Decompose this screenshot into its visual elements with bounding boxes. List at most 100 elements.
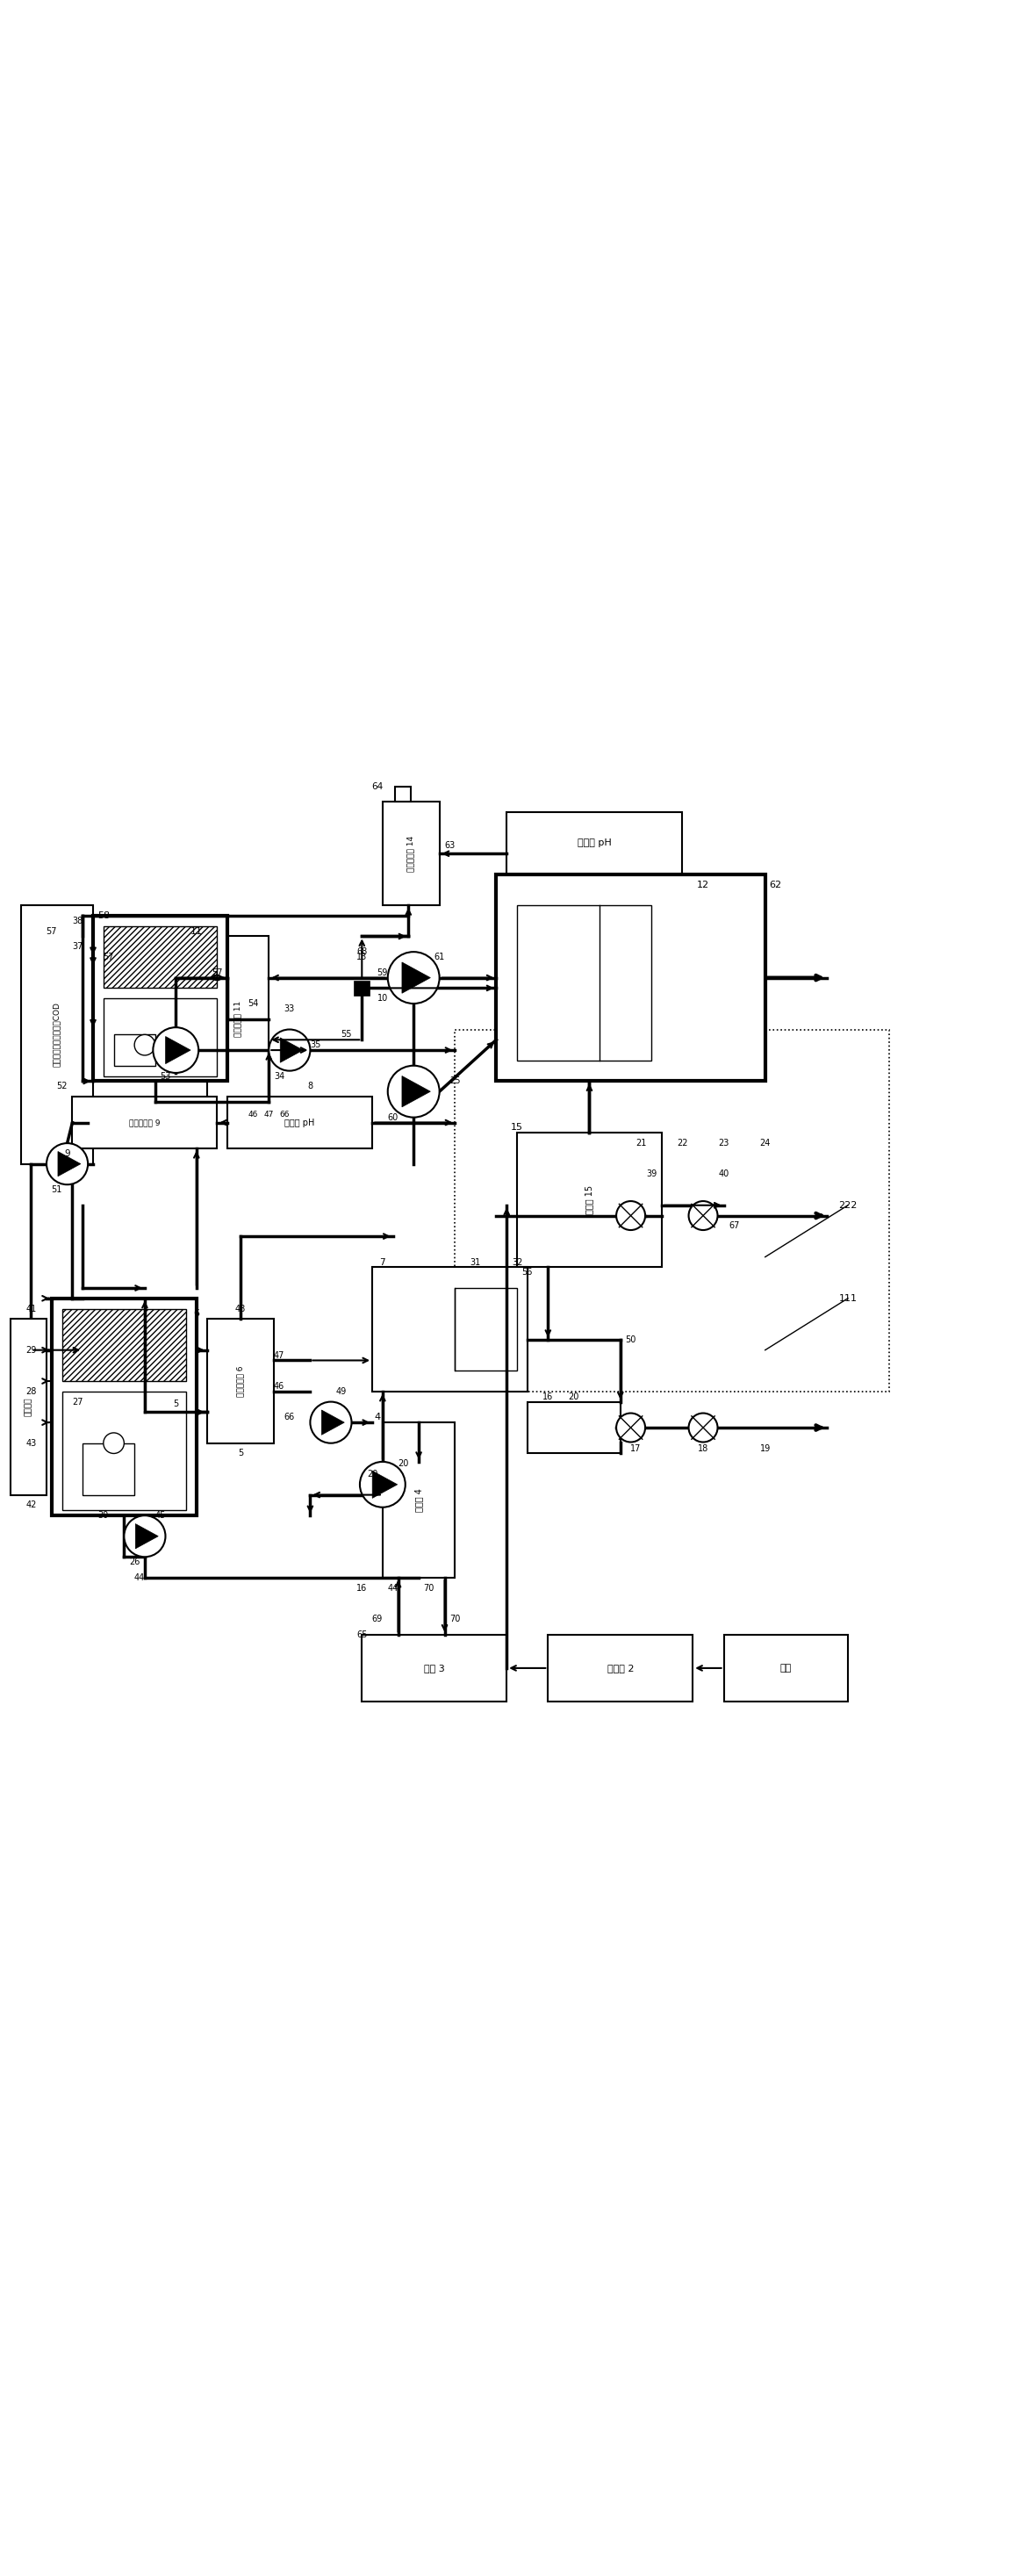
Bar	[72, 1097, 217, 1149]
Text: 22: 22	[677, 1139, 688, 1146]
Polygon shape	[322, 1409, 344, 1435]
Polygon shape	[372, 1471, 397, 1499]
Text: 47: 47	[274, 1350, 284, 1360]
Bar	[62, 1309, 186, 1381]
Polygon shape	[135, 1525, 158, 1548]
Text: 60: 60	[388, 1113, 398, 1121]
Circle shape	[689, 1414, 718, 1443]
Text: 5: 5	[173, 1399, 179, 1409]
Text: 27: 27	[72, 1396, 83, 1406]
Text: 53: 53	[160, 1072, 171, 1079]
Text: 32: 32	[512, 1257, 522, 1267]
Text: 70: 70	[450, 1615, 460, 1623]
Text: 9: 9	[64, 1149, 70, 1159]
Text: 66: 66	[284, 1412, 295, 1422]
Text: 59: 59	[377, 969, 388, 976]
Text: 42: 42	[26, 1502, 36, 1510]
Bar	[383, 1422, 455, 1577]
Text: 12: 12	[697, 881, 709, 889]
Text: 57: 57	[103, 953, 114, 961]
Text: 原水: 原水	[780, 1664, 792, 1672]
Text: 25: 25	[450, 1077, 460, 1084]
Text: 11: 11	[190, 927, 203, 935]
Circle shape	[153, 1028, 199, 1072]
Circle shape	[388, 953, 439, 1005]
Text: 55: 55	[341, 1030, 352, 1038]
Text: 8: 8	[307, 1082, 313, 1090]
Text: 46: 46	[274, 1381, 284, 1391]
Bar	[103, 925, 217, 989]
Text: 过滤器 2: 过滤器 2	[607, 1664, 634, 1672]
Text: 39: 39	[646, 1170, 657, 1180]
Text: 5: 5	[238, 1450, 243, 1458]
Text: 64: 64	[371, 783, 384, 791]
Bar	[383, 801, 439, 904]
Polygon shape	[165, 1036, 190, 1064]
Circle shape	[134, 1036, 155, 1056]
Bar	[517, 1133, 662, 1267]
Bar	[507, 811, 682, 873]
Text: 管道混合器 11: 管道混合器 11	[234, 1002, 242, 1038]
Text: 20: 20	[398, 1461, 408, 1468]
Text: 15: 15	[511, 1123, 523, 1131]
Bar	[395, 786, 410, 801]
Bar	[724, 1636, 848, 1703]
Text: 18: 18	[698, 1445, 708, 1453]
Text: 63: 63	[445, 840, 455, 850]
Circle shape	[388, 1066, 439, 1118]
Text: 加酸调 pH: 加酸调 pH	[284, 1118, 315, 1126]
Text: 52: 52	[57, 1082, 67, 1090]
Bar	[517, 904, 651, 1061]
Text: 47: 47	[264, 1110, 274, 1118]
Bar	[62, 1391, 186, 1510]
Text: 45: 45	[155, 1512, 165, 1520]
Text: 67: 67	[729, 1221, 739, 1231]
Bar	[207, 935, 269, 1103]
Polygon shape	[402, 1077, 430, 1108]
Text: 61: 61	[434, 953, 445, 961]
Text: 57: 57	[212, 969, 222, 976]
Text: 17: 17	[631, 1445, 641, 1453]
Text: 换热器 15: 换热器 15	[585, 1185, 594, 1216]
Text: 70: 70	[424, 1584, 434, 1592]
Circle shape	[616, 1414, 645, 1443]
Text: 10: 10	[377, 994, 388, 1002]
Text: 44: 44	[134, 1574, 145, 1582]
Text: 41: 41	[26, 1303, 36, 1314]
Text: 13: 13	[357, 953, 367, 961]
Text: 热泵 3: 热泵 3	[424, 1664, 445, 1672]
Text: 54: 54	[248, 999, 258, 1007]
Text: 19: 19	[760, 1445, 770, 1453]
Text: 65: 65	[357, 1631, 367, 1638]
Text: 37: 37	[72, 943, 83, 951]
Text: 69: 69	[372, 1615, 383, 1623]
Bar	[354, 981, 370, 997]
Text: 51: 51	[52, 1185, 62, 1195]
Bar	[21, 904, 93, 1164]
Text: 管道混合器 14: 管道混合器 14	[407, 835, 415, 871]
Bar	[455, 1030, 889, 1391]
Text: 7: 7	[379, 1257, 386, 1267]
Text: 31: 31	[470, 1257, 481, 1267]
Text: 加碱除硬: 加碱除硬	[25, 1399, 32, 1417]
Text: 29: 29	[26, 1345, 36, 1355]
Bar	[93, 914, 227, 1082]
Text: 20: 20	[569, 1391, 579, 1401]
Bar	[527, 1401, 620, 1453]
Text: 49: 49	[336, 1386, 346, 1396]
Bar	[496, 873, 765, 1082]
Bar	[83, 1443, 134, 1494]
Circle shape	[360, 1461, 405, 1507]
Bar	[455, 1288, 517, 1370]
Text: 50: 50	[626, 1334, 636, 1345]
Text: 222: 222	[839, 1200, 857, 1211]
Polygon shape	[58, 1151, 81, 1177]
Text: 57: 57	[47, 927, 57, 935]
Text: 34: 34	[274, 1072, 284, 1079]
Text: 38: 38	[72, 917, 83, 925]
Text: 换热器 4: 换热器 4	[415, 1489, 423, 1512]
Circle shape	[310, 1401, 352, 1443]
Bar	[227, 1097, 372, 1149]
Circle shape	[124, 1515, 165, 1556]
Bar	[52, 1298, 196, 1515]
